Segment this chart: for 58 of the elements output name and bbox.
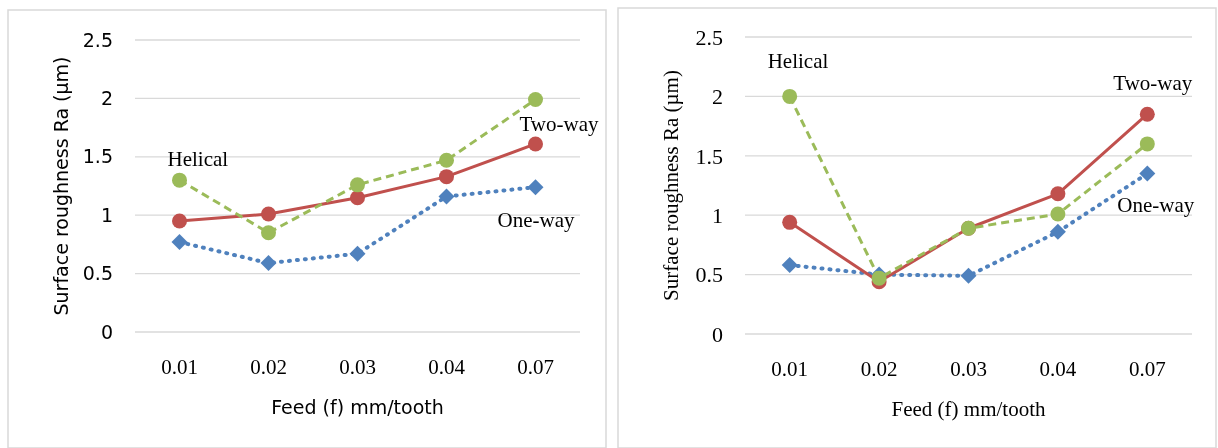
point <box>172 172 187 188</box>
y-tick-label: 0 <box>100 320 113 343</box>
y-tick-label: 0 <box>712 321 723 347</box>
x-tick-label: 0.07 <box>1128 357 1166 381</box>
x-tick-label: 0.04 <box>1039 357 1077 381</box>
point <box>782 88 798 104</box>
point <box>960 267 977 284</box>
point <box>349 245 366 262</box>
x-tick-label: 0.01 <box>161 355 198 379</box>
x-tick-label: 0.02 <box>860 357 898 381</box>
x-tick-label: 0.02 <box>250 355 287 379</box>
y-tick-label: 1.5 <box>82 145 113 168</box>
y-tick-label: 2 <box>712 84 723 110</box>
point <box>1139 136 1155 152</box>
x-tick-label: 0.03 <box>950 357 987 381</box>
point <box>1139 106 1155 122</box>
y-tick-label: 2.5 <box>82 28 113 51</box>
point <box>781 257 798 274</box>
x-tick-label: 0.01 <box>771 357 809 381</box>
x-axis-title: Feed (f) mm/tooth <box>271 396 444 418</box>
point <box>1050 206 1066 222</box>
y-axis-title: Surface roughness Ra (µm) <box>50 56 72 316</box>
point <box>438 188 455 205</box>
point <box>171 234 188 251</box>
series-label: Two-way <box>1113 71 1193 96</box>
y-tick-label: 1 <box>100 203 113 226</box>
x-tick-label: 0.03 <box>339 355 376 379</box>
series-label: Helical <box>767 49 829 74</box>
point <box>871 270 887 286</box>
point <box>172 213 187 229</box>
point <box>1139 165 1156 182</box>
series-label: Two-way <box>519 111 600 136</box>
series-label: One-way <box>497 208 575 233</box>
x-tick-label: 0.07 <box>517 355 554 379</box>
point <box>528 136 543 152</box>
point <box>350 177 365 193</box>
point <box>1049 223 1066 240</box>
point <box>260 255 277 272</box>
point <box>527 179 544 196</box>
point <box>782 214 798 230</box>
point <box>350 190 365 206</box>
series-label: Helical <box>167 147 229 172</box>
series-label: One-way <box>1117 192 1195 217</box>
point <box>528 92 543 108</box>
x-axis-title: Feed (f) mm/tooth <box>891 397 1046 421</box>
y-tick-label: 1 <box>712 202 723 228</box>
point <box>261 206 276 222</box>
y-tick-label: 0.5 <box>82 262 113 285</box>
y-tick-label: 2 <box>100 87 113 110</box>
y-tick-label: 0.5 <box>695 262 723 288</box>
y-tick-label: 1.5 <box>695 143 723 169</box>
point <box>439 152 454 168</box>
y-axis-title: Surface roughness Ra (µm) <box>659 70 683 301</box>
y-tick-label: 2.5 <box>695 24 723 50</box>
point <box>1050 186 1066 202</box>
point <box>261 225 276 241</box>
x-tick-label: 0.04 <box>428 355 466 379</box>
point <box>439 169 454 185</box>
